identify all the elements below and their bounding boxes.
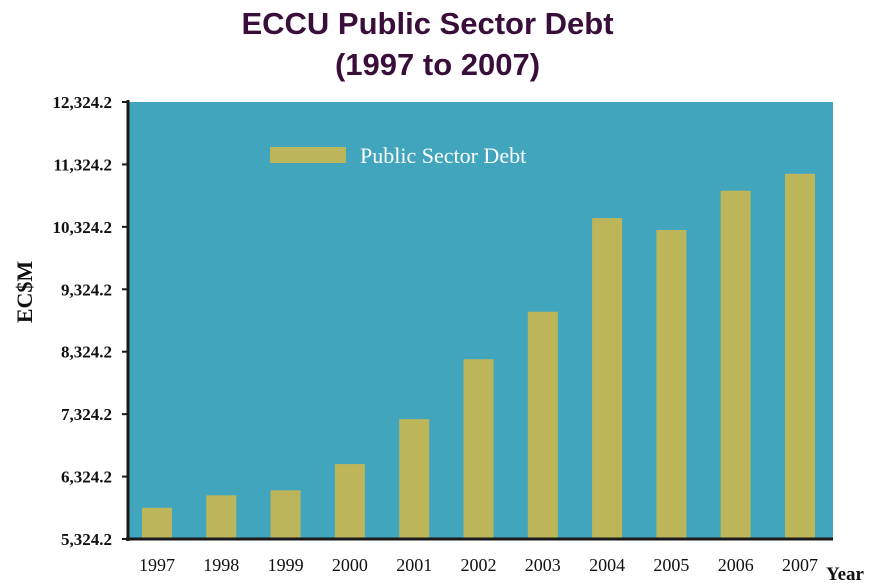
y-tick-label: 10,324.2 bbox=[53, 218, 113, 237]
chart-title: ECCU Public Sector Debt bbox=[241, 6, 614, 41]
x-axis-label: Year bbox=[826, 564, 865, 585]
bar-2007 bbox=[785, 173, 815, 540]
x-tick-label: 2000 bbox=[332, 555, 368, 575]
y-tick-label: 6,324.2 bbox=[61, 468, 112, 487]
x-tick-label: 2006 bbox=[718, 555, 754, 575]
y-tick-label: 12,324.2 bbox=[53, 93, 113, 112]
x-tick-label: 2004 bbox=[589, 555, 625, 575]
x-tick-label: 2007 bbox=[782, 555, 818, 575]
x-tick-label: 2005 bbox=[653, 555, 689, 575]
bar-1999 bbox=[270, 490, 301, 539]
bar-2005 bbox=[656, 229, 687, 539]
bar-2001 bbox=[399, 419, 430, 539]
bar-1998 bbox=[206, 495, 237, 539]
x-tick-label: 1997 bbox=[139, 555, 175, 575]
x-tick-label: 2002 bbox=[461, 555, 497, 575]
y-tick-label: 5,324.2 bbox=[61, 530, 112, 549]
bar-1997 bbox=[142, 507, 172, 539]
bar-2006 bbox=[720, 190, 751, 540]
bar-2000 bbox=[334, 464, 365, 539]
x-tick-label: 1998 bbox=[203, 555, 239, 575]
y-tick-label: 9,324.2 bbox=[61, 280, 112, 299]
legend-label: Public Sector Debt bbox=[360, 143, 526, 168]
x-tick-label: 2003 bbox=[525, 555, 561, 575]
x-tick-label: 2001 bbox=[396, 555, 432, 575]
y-tick-label: 11,324.2 bbox=[53, 155, 112, 174]
bar-2003 bbox=[527, 311, 558, 539]
bar-2002 bbox=[463, 359, 494, 539]
chart-subtitle: (1997 to 2007) bbox=[334, 47, 541, 82]
bar-2004 bbox=[592, 218, 623, 540]
y-axis-label: EC$M bbox=[12, 261, 37, 324]
x-tick-label: 1999 bbox=[268, 555, 304, 575]
y-tick-label: 7,324.2 bbox=[61, 405, 112, 424]
y-tick-label: 8,324.2 bbox=[61, 343, 112, 362]
legend-swatch bbox=[270, 147, 346, 163]
